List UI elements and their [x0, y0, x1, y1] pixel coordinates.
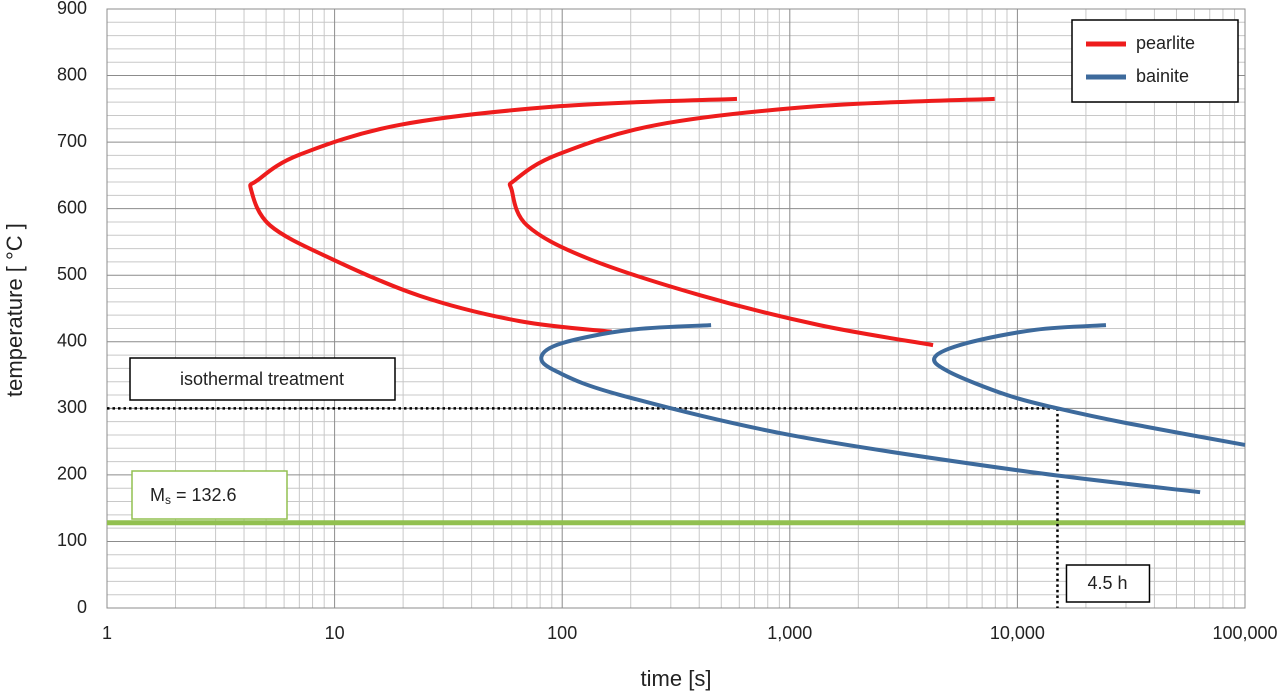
y-tick-label: 300 — [57, 397, 87, 417]
legend — [1071, 19, 1239, 103]
y-axis-title: temperature [ °C ] — [2, 223, 27, 397]
isothermal-label: isothermal treatment — [180, 369, 344, 389]
curve — [932, 323, 1246, 447]
isothermal-box — [129, 357, 396, 401]
y-tick-label: 500 — [57, 264, 87, 284]
y-tick-label: 0 — [77, 597, 87, 617]
y-tick-label: 400 — [57, 331, 87, 351]
x-tick-label: 1,000 — [767, 623, 812, 643]
y-tick-label: 600 — [57, 197, 87, 217]
y-tick-label: 900 — [57, 0, 87, 18]
y-tick-label: 200 — [57, 464, 87, 484]
curve — [539, 323, 1201, 495]
x-tick-label: 100,000 — [1212, 623, 1277, 643]
x-tick-label: 10,000 — [990, 623, 1045, 643]
y-tick-label: 100 — [57, 530, 87, 550]
ms-label-rest: = 132.6 — [171, 485, 237, 505]
time-box — [1065, 564, 1151, 603]
y-tick-label: 800 — [57, 64, 87, 84]
x-axis-title: time [s] — [641, 666, 712, 691]
ms-label-sub: s — [165, 493, 171, 507]
time-label: 4.5 h — [1087, 573, 1127, 593]
legend-label: bainite — [1136, 66, 1189, 86]
x-tick-label: 100 — [547, 623, 577, 643]
y-tick-label: 700 — [57, 131, 87, 151]
ms-box — [131, 470, 288, 520]
ms-label: Ms = 132.6 — [150, 485, 237, 507]
x-tick-label: 1 — [102, 623, 112, 643]
plot-border — [106, 8, 1246, 609]
ms-label-main: M — [150, 485, 165, 505]
curve — [507, 96, 995, 348]
x-tick-label: 10 — [325, 623, 345, 643]
legend-label: pearlite — [1136, 33, 1195, 53]
curve — [248, 96, 738, 334]
